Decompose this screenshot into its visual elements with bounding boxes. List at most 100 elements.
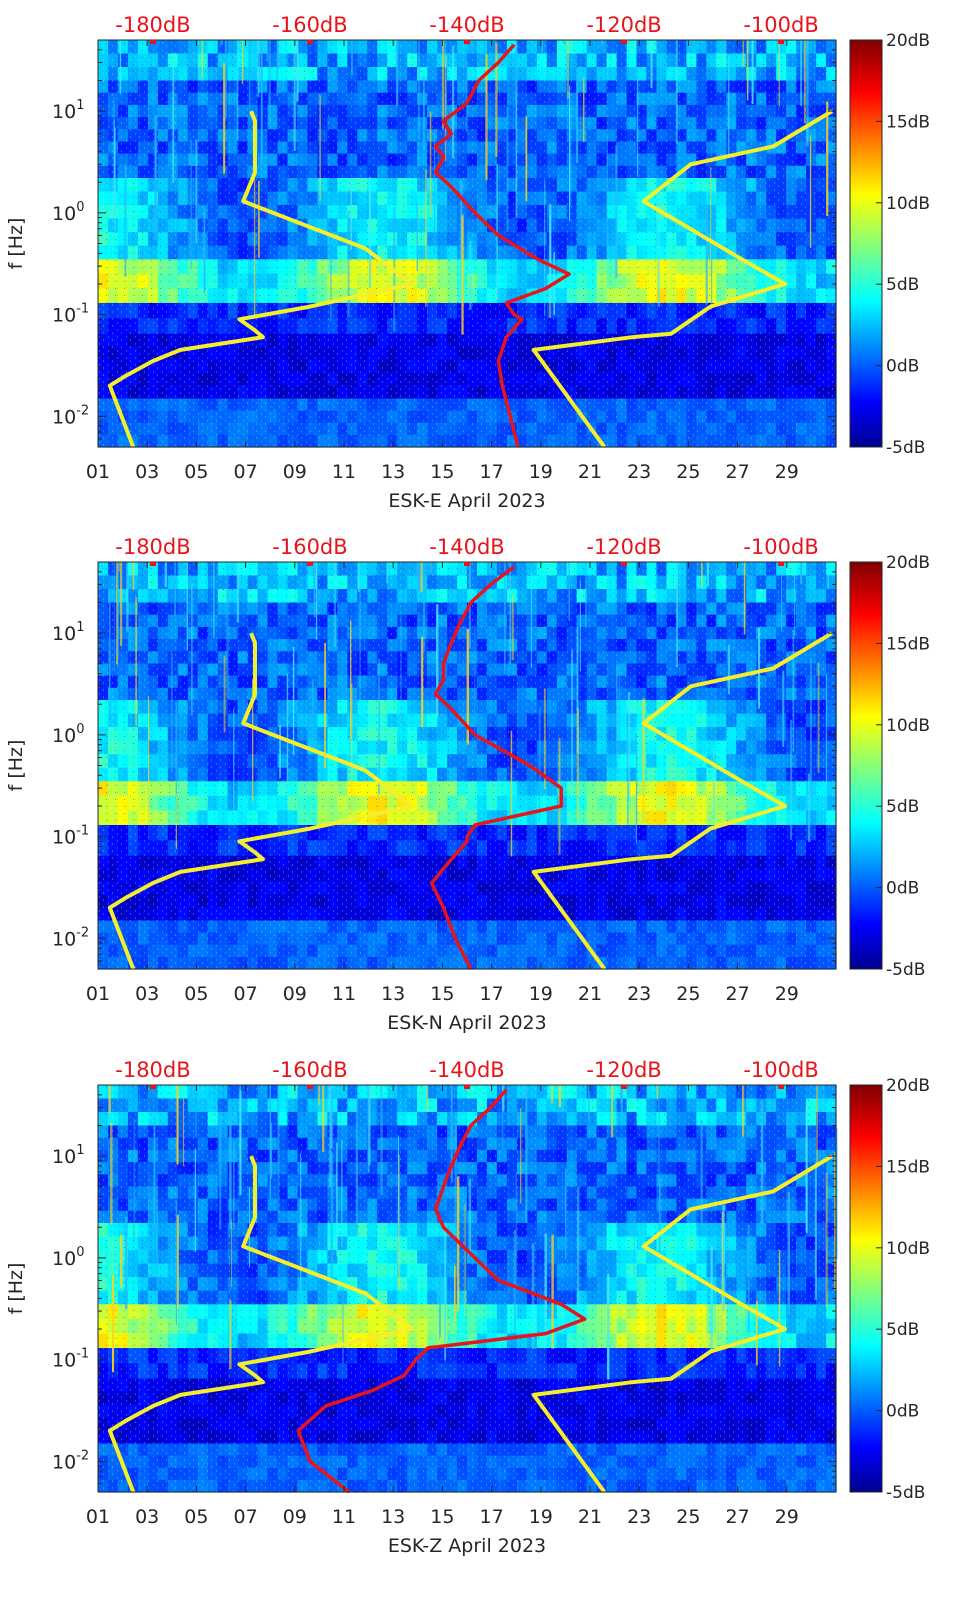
x-tick-label: 19 bbox=[529, 983, 553, 1005]
y-tick-exponent: 1 bbox=[76, 98, 84, 113]
low-noise-model-line bbox=[107, 110, 414, 448]
y-axis-label: f [Hz] bbox=[5, 740, 27, 792]
y-axis-label: f [Hz] bbox=[5, 218, 27, 270]
x-tick-label: 09 bbox=[283, 1506, 307, 1528]
median-psd-line bbox=[296, 1088, 587, 1494]
x-tick-label: 21 bbox=[578, 983, 602, 1005]
colorbar-tick-label: -5dB bbox=[886, 960, 925, 980]
colorbar-tick-label: 15dB bbox=[886, 1157, 930, 1177]
y-tick-label: 100 bbox=[52, 1245, 84, 1270]
x-tick-label: 15 bbox=[430, 461, 454, 483]
x-tick-label: 29 bbox=[775, 461, 799, 483]
top-db-tick bbox=[464, 562, 470, 566]
colorbar-tick-label: 0dB bbox=[886, 357, 919, 377]
high-noise-model-line bbox=[531, 631, 834, 971]
x-tick-label: 11 bbox=[332, 1506, 356, 1528]
y-tick-label: 10-2 bbox=[52, 1448, 89, 1473]
colorbar: 20dB 15dB 10dB 5dB 0dB -5dB bbox=[849, 553, 930, 980]
top-db-label: -100dB bbox=[743, 13, 818, 37]
y-tick-label: 100 bbox=[52, 200, 84, 225]
median-psd-line bbox=[433, 43, 571, 448]
y-tick-label: 10-1 bbox=[52, 302, 89, 327]
x-tick-label: 27 bbox=[726, 1506, 750, 1528]
y-tick-label: 101 bbox=[52, 1143, 84, 1168]
x-tick-label: 21 bbox=[578, 1506, 602, 1528]
x-axis: 01 03 05 07 09 11 13 15 17 19 21 23 25 27 29 bbox=[86, 562, 799, 1005]
y-tick-exponent: 1 bbox=[76, 1143, 84, 1158]
heatmap-speckle bbox=[98, 562, 836, 969]
colorbar-tick-label: 0dB bbox=[886, 879, 919, 899]
y-tick-label: 101 bbox=[52, 98, 84, 123]
top-db-label: -160dB bbox=[272, 13, 347, 37]
x-tick-label: 05 bbox=[184, 1506, 208, 1528]
colorbar-tick-label: 10dB bbox=[886, 716, 930, 736]
top-db-tick bbox=[778, 40, 785, 44]
x-tick-label: 05 bbox=[184, 461, 208, 483]
top-db-label: -180dB bbox=[115, 535, 190, 559]
colorbar-tick-label: 0dB bbox=[886, 1402, 919, 1422]
colorbar-tick-label: 20dB bbox=[886, 31, 930, 51]
top-db-label: -140dB bbox=[429, 1058, 504, 1082]
top-db-tick bbox=[621, 1085, 628, 1089]
top-db-label: -120dB bbox=[586, 535, 661, 559]
x-tick-label: 23 bbox=[627, 461, 651, 483]
top-db-axis: -180dB -160dB -140dB -120dB -100dB bbox=[115, 1058, 819, 1089]
top-db-tick bbox=[464, 40, 470, 44]
x-tick-label: 17 bbox=[480, 983, 504, 1005]
top-db-label: -120dB bbox=[586, 1058, 661, 1082]
top-db-label: -180dB bbox=[115, 1058, 190, 1082]
top-db-label: -100dB bbox=[743, 535, 818, 559]
top-db-tick bbox=[306, 40, 313, 44]
x-tick-label: 29 bbox=[775, 983, 799, 1005]
x-axis-label: ESK-N April 2023 bbox=[387, 1012, 546, 1034]
x-axis-label: ESK-Z April 2023 bbox=[388, 1535, 546, 1557]
y-tick-exponent: 0 bbox=[76, 722, 84, 737]
y-tick-exponent: -1 bbox=[76, 302, 89, 317]
x-tick-label: 13 bbox=[381, 461, 405, 483]
x-tick-label: 25 bbox=[676, 461, 700, 483]
colorbar-gradient bbox=[849, 1084, 883, 1493]
top-db-label: -140dB bbox=[429, 13, 504, 37]
x-tick-label: 13 bbox=[381, 983, 405, 1005]
y-tick-label: 10-2 bbox=[52, 925, 89, 950]
x-tick-label: 03 bbox=[135, 461, 159, 483]
y-tick-label: 101 bbox=[52, 620, 84, 645]
top-db-tick bbox=[149, 40, 156, 44]
x-axis: 01 03 05 07 09 11 13 15 17 19 21 23 25 27 29 bbox=[86, 40, 799, 483]
colorbar-tick-label: 5dB bbox=[886, 1320, 919, 1340]
x-tick-label: 11 bbox=[332, 461, 356, 483]
y-tick-label: 100 bbox=[52, 722, 84, 747]
y-tick-exponent: -2 bbox=[76, 925, 89, 940]
y-tick-label: 10-2 bbox=[52, 403, 89, 428]
x-axis-label: ESK-E April 2023 bbox=[388, 490, 545, 512]
x-tick-label: 09 bbox=[283, 461, 307, 483]
x-tick-label: 13 bbox=[381, 1506, 405, 1528]
top-db-tick bbox=[621, 562, 628, 566]
colorbar-tick-label: -5dB bbox=[886, 1483, 925, 1503]
top-db-tick bbox=[778, 562, 785, 566]
x-tick-label: 15 bbox=[430, 983, 454, 1005]
top-db-tick bbox=[149, 1085, 156, 1089]
colorbar-tick-label: 20dB bbox=[886, 553, 930, 573]
heatmap-speckle bbox=[98, 1085, 836, 1492]
colorbar-tick-label: 10dB bbox=[886, 1239, 930, 1259]
x-tick-label: 15 bbox=[430, 1506, 454, 1528]
y-tick-exponent: -2 bbox=[76, 1448, 89, 1463]
median-psd-line bbox=[429, 565, 563, 970]
x-tick-label: 01 bbox=[86, 983, 110, 1005]
colorbar-gradient bbox=[849, 39, 883, 448]
high-noise-model-line bbox=[531, 109, 834, 449]
x-tick-label: 07 bbox=[234, 461, 258, 483]
x-tick-label: 29 bbox=[775, 1506, 799, 1528]
top-db-axis: -180dB -160dB -140dB -120dB -100dB bbox=[115, 13, 819, 44]
x-tick-label: 01 bbox=[86, 1506, 110, 1528]
colorbar: 20dB 15dB 10dB 5dB 0dB -5dB bbox=[849, 1076, 930, 1503]
top-db-tick bbox=[306, 562, 313, 566]
y-tick-label: 10-1 bbox=[52, 1347, 89, 1372]
x-tick-label: 27 bbox=[726, 461, 750, 483]
colorbar: 20dB 15dB 10dB 5dB 0dB -5dB bbox=[849, 31, 930, 458]
colorbar-tick-label: 10dB bbox=[886, 194, 930, 214]
